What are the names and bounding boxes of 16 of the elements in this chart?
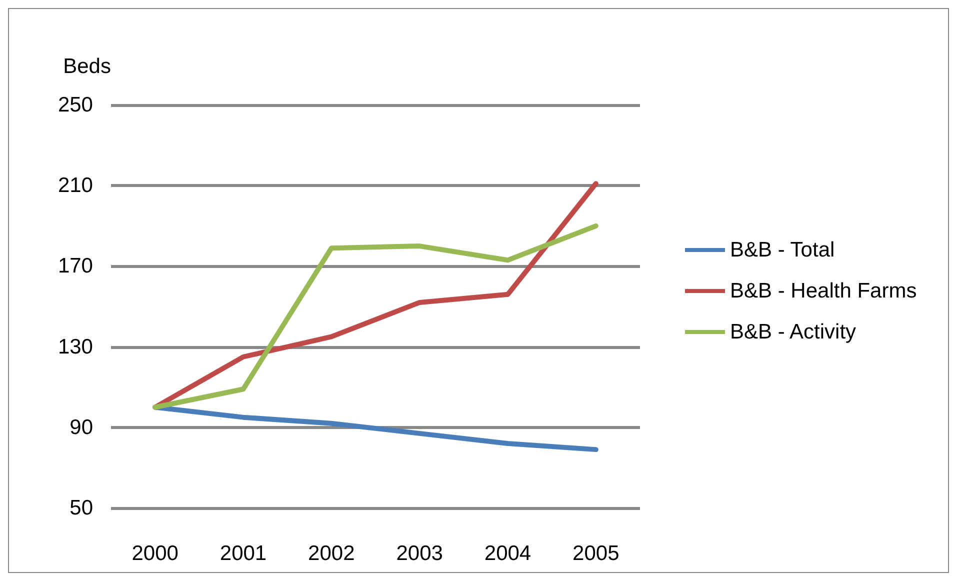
y-tick-label: 210: [58, 174, 93, 198]
x-tick-label: 2002: [308, 542, 355, 565]
x-tick-label: 2003: [396, 542, 443, 565]
legend-label: B&B - Activity: [730, 320, 857, 344]
y-tick-label: 50: [70, 496, 93, 520]
y-tick-label: 250: [58, 94, 93, 116]
legend-label: B&B - Health Farms: [730, 280, 917, 302]
x-tick-label: 2005: [572, 542, 620, 565]
y-tick-label: 90: [70, 416, 93, 439]
x-tick-label: 2000: [132, 542, 178, 565]
x-tick-label: 2001: [220, 542, 267, 565]
y-tick-label: 170: [58, 254, 93, 278]
x-tick-label: 2004: [484, 542, 532, 565]
legend-label: B&B - Total: [730, 238, 835, 262]
y-axis-title: Beds: [63, 55, 111, 78]
y-tick-label: 130: [58, 335, 93, 358]
